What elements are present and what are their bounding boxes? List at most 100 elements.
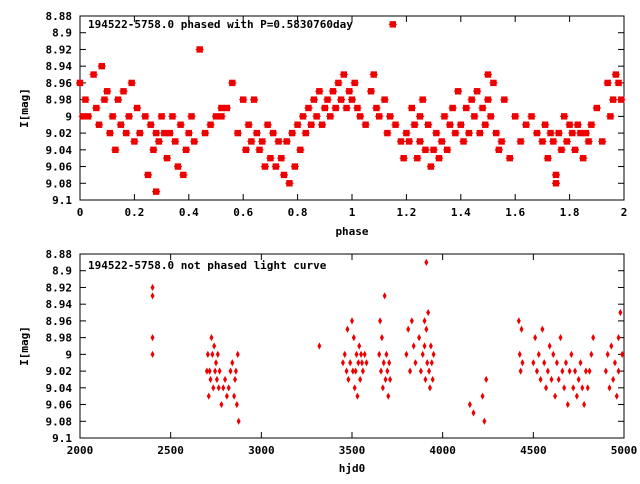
data-point bbox=[350, 317, 354, 325]
data-point bbox=[386, 392, 391, 400]
data-point bbox=[384, 350, 389, 358]
x-tick-label: 4000 bbox=[429, 444, 456, 457]
data-point bbox=[364, 359, 369, 367]
data-point bbox=[611, 375, 616, 384]
data-point bbox=[207, 367, 212, 375]
data-point bbox=[355, 392, 360, 400]
y-tick-label: 8.98 bbox=[46, 332, 73, 345]
data-point bbox=[379, 334, 384, 342]
data-point bbox=[378, 317, 383, 325]
data-point bbox=[571, 384, 576, 392]
data-point bbox=[536, 350, 541, 358]
data-point bbox=[556, 375, 561, 384]
data-point bbox=[542, 359, 547, 367]
data-point bbox=[212, 342, 217, 350]
data-point bbox=[379, 367, 384, 375]
y-tick-label: 8.92 bbox=[46, 281, 73, 294]
data-point bbox=[422, 342, 427, 350]
y-axis-label: I[mag] bbox=[18, 88, 31, 128]
x-tick-label: 2000 bbox=[67, 444, 94, 457]
data-point bbox=[219, 400, 224, 409]
data-point bbox=[223, 375, 228, 384]
data-point bbox=[233, 375, 238, 384]
data-point bbox=[383, 375, 388, 384]
data-point bbox=[387, 359, 392, 367]
data-point bbox=[560, 367, 565, 375]
data-point bbox=[534, 367, 539, 375]
data-point bbox=[346, 375, 351, 384]
y-tick-label: 9 bbox=[65, 348, 72, 361]
data-point bbox=[616, 334, 621, 342]
x-tick-label: 0.8 bbox=[288, 206, 308, 219]
data-point bbox=[345, 325, 350, 333]
data-point bbox=[609, 342, 614, 350]
x-axis-label: hjd0 bbox=[339, 462, 366, 475]
y-tick-label: 8.88 bbox=[46, 10, 73, 23]
data-point bbox=[565, 400, 570, 409]
x-tick-label: 1.2 bbox=[396, 206, 416, 219]
data-point bbox=[348, 359, 353, 367]
data-point bbox=[221, 384, 226, 392]
data-point bbox=[350, 367, 355, 375]
data-point bbox=[424, 325, 429, 333]
data-point bbox=[351, 334, 356, 342]
data-point bbox=[206, 392, 211, 400]
y-tick-label: 9.1 bbox=[52, 194, 72, 207]
data-point bbox=[418, 367, 423, 375]
phased-light-curve-panel: 0 0.2 0.4 0.6 0.8 1 1.2 1.4 1.6 1.8 2 8.88 8.9 8.92 8.… bbox=[18, 10, 627, 238]
data-point bbox=[425, 359, 430, 367]
data-point bbox=[471, 409, 476, 417]
y-tick-label: 9.08 bbox=[46, 177, 73, 190]
data-point bbox=[411, 342, 416, 350]
data-point bbox=[558, 334, 563, 342]
data-point bbox=[224, 392, 229, 400]
data-point bbox=[467, 400, 472, 409]
data-point bbox=[544, 384, 549, 392]
data-point bbox=[589, 350, 594, 358]
data-point bbox=[216, 384, 221, 392]
data-point bbox=[385, 367, 390, 375]
data-point bbox=[377, 350, 382, 358]
chart-title: 194522-5758.0 not phased light curve bbox=[88, 259, 327, 272]
data-point bbox=[354, 350, 359, 358]
data-point bbox=[388, 375, 393, 384]
data-point bbox=[430, 375, 435, 384]
x-tick-label: 0.4 bbox=[179, 206, 199, 219]
data-point bbox=[356, 359, 361, 367]
data-point bbox=[576, 375, 581, 384]
x-tick-label: 1.4 bbox=[451, 206, 471, 219]
data-point bbox=[614, 392, 619, 400]
data-point bbox=[538, 375, 543, 384]
data-point bbox=[562, 384, 567, 392]
x-tick-label: 0 bbox=[77, 206, 84, 219]
data-point bbox=[352, 384, 357, 392]
data-point bbox=[358, 375, 363, 384]
data-point bbox=[214, 375, 219, 384]
data-point bbox=[360, 367, 365, 375]
x-axis-label: phase bbox=[335, 225, 368, 238]
data-point bbox=[620, 350, 625, 358]
y-tick-label: 9.1 bbox=[52, 432, 72, 445]
y-tick-label: 9.04 bbox=[46, 382, 73, 395]
y-tick-label: 9.02 bbox=[46, 365, 73, 378]
y-tick-label: 8.96 bbox=[46, 77, 73, 90]
data-point bbox=[612, 359, 617, 367]
data-point bbox=[209, 334, 214, 342]
data-point bbox=[519, 325, 524, 333]
data-point bbox=[563, 359, 568, 367]
data-point bbox=[344, 367, 349, 375]
data-point bbox=[409, 317, 414, 325]
data-point bbox=[518, 367, 523, 375]
data-point bbox=[408, 367, 413, 375]
data-point bbox=[317, 342, 322, 350]
x-tick-label: 3500 bbox=[339, 444, 366, 457]
data-point bbox=[150, 283, 155, 292]
data-point bbox=[482, 417, 487, 425]
data-point bbox=[429, 359, 434, 367]
y-tick-label: 9.06 bbox=[46, 161, 73, 174]
y-tick-label: 8.92 bbox=[46, 43, 73, 56]
data-point bbox=[484, 375, 489, 384]
data-point bbox=[228, 367, 233, 375]
